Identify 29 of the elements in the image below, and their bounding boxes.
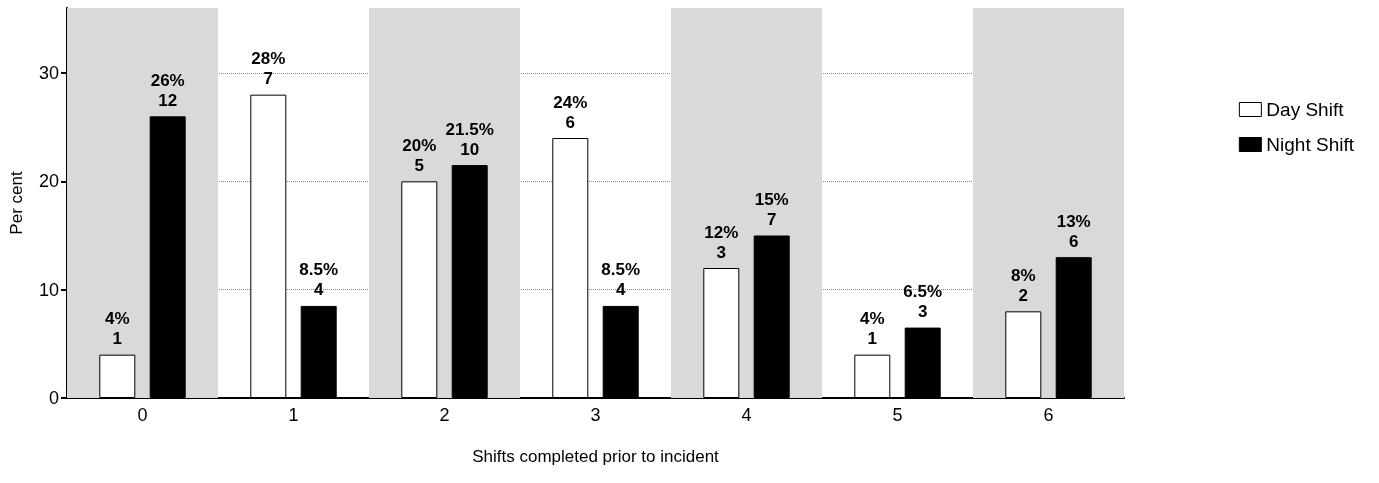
data-label: 4% 1 — [105, 309, 130, 349]
data-label: 26% 12 — [150, 70, 185, 110]
data-label: 4% 1 — [860, 309, 885, 349]
x-tick-label: 5 — [892, 405, 903, 425]
data-label: 24% 6 — [553, 92, 588, 132]
data-label: 28% 7 — [251, 49, 286, 89]
data-label: 15% 7 — [754, 190, 789, 229]
data-label: 20% 5 — [402, 135, 437, 175]
x-axis-title: Shifts completed prior to incident — [472, 447, 720, 466]
x-tick-label: 1 — [288, 405, 299, 425]
data-label: 6.5% 3 — [903, 282, 943, 322]
y-tick-label: 10 — [38, 279, 59, 300]
y-axis-title: Per cent — [7, 171, 26, 235]
x-tick-label: 0 — [137, 405, 148, 425]
y-tick-label: 30 — [38, 63, 59, 83]
x-tick-label: 6 — [1043, 405, 1054, 425]
x-tick-label: 2 — [439, 405, 450, 425]
x-tick-label: 3 — [590, 405, 601, 425]
data-label: 8.5% 4 — [601, 260, 641, 300]
x-tick-label: 4 — [741, 405, 752, 425]
legend-label: Day Shift — [1266, 99, 1345, 120]
data-label: 8.5% 4 — [299, 260, 339, 300]
data-label: 8% 2 — [1011, 265, 1036, 305]
legend-label: Night Shift — [1266, 134, 1355, 155]
data-label: 13% 6 — [1056, 211, 1091, 251]
y-tick-label: 20 — [38, 171, 59, 192]
y-tick-label: 0 — [48, 388, 59, 408]
data-label: 12% 3 — [704, 222, 739, 262]
data-label: 21.5% 10 — [445, 119, 494, 159]
